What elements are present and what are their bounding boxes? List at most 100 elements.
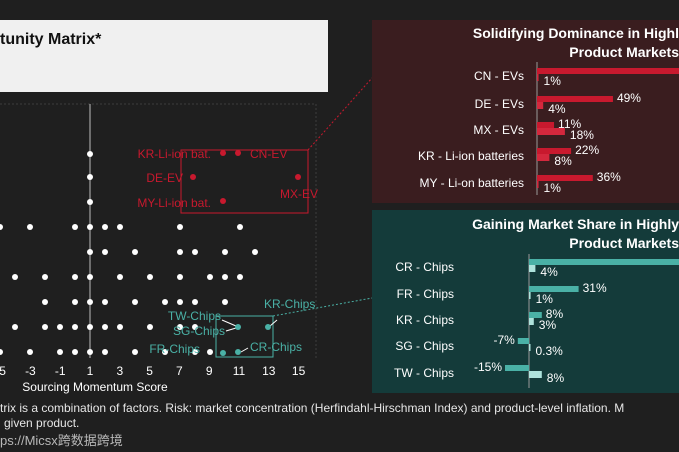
red-data-point — [220, 198, 226, 204]
data-point — [192, 349, 198, 355]
bar-series2-value-label: 8% — [547, 371, 565, 385]
data-point — [102, 224, 108, 230]
red-point-label: CN-EV — [250, 147, 287, 161]
market-share-title-line1: Gaining Market Share in Highly — [472, 216, 679, 232]
bar-series2-value-label: 4% — [540, 265, 558, 279]
data-point — [72, 274, 78, 280]
data-point — [87, 199, 93, 205]
teal-label-leader — [221, 319, 237, 327]
data-point — [237, 274, 243, 280]
data-point — [132, 299, 138, 305]
x-axis-title: Sourcing Momentum Score — [22, 380, 168, 394]
data-point — [177, 274, 183, 280]
teal-label-leader — [225, 327, 237, 332]
bar-series1 — [537, 96, 613, 102]
x-tick-label: 11 — [233, 364, 246, 378]
bar-series1 — [529, 312, 542, 318]
data-point — [57, 324, 63, 330]
data-point — [42, 324, 48, 330]
bar-series1-value-label: 8% — [546, 307, 564, 321]
bar-series2-value-label: 4% — [548, 102, 566, 116]
red-point-label: KR-Li-ion bat. — [138, 147, 211, 161]
category-label: DE - EVs — [475, 97, 524, 111]
data-point — [12, 324, 18, 330]
data-point — [117, 224, 123, 230]
data-point — [87, 274, 93, 280]
x-tick-label: 15 — [292, 364, 306, 378]
data-point — [162, 349, 168, 355]
data-point — [117, 274, 123, 280]
teal-data-point — [265, 324, 271, 330]
data-point — [102, 349, 108, 355]
x-tick-label: 1 — [87, 364, 94, 378]
data-point — [177, 249, 183, 255]
x-tick-label: -1 — [55, 364, 66, 378]
bar-series2-value-label: 3% — [539, 318, 557, 332]
red-point-label: MY-Li-ion bat. — [137, 196, 211, 210]
bar-series1-value-label: -15% — [474, 360, 502, 374]
data-point — [72, 299, 78, 305]
dominance-title-line2: Product Markets — [569, 44, 679, 60]
x-tick-label: 3 — [116, 364, 123, 378]
data-point — [207, 349, 213, 355]
x-tick-label: -5 — [0, 364, 6, 378]
data-point — [72, 349, 78, 355]
data-point — [87, 224, 93, 230]
bar-series2-value-label: 8% — [554, 154, 572, 168]
bar-series2-value-label: 1% — [544, 74, 562, 88]
teal-data-point — [235, 324, 241, 330]
dominance-title-line1: Solidifying Dominance in Highl — [472, 25, 679, 41]
data-point — [87, 174, 93, 180]
data-point — [72, 224, 78, 230]
bar-series1-value-label: 31% — [583, 281, 607, 295]
data-point — [12, 274, 18, 280]
data-point — [102, 324, 108, 330]
red-point-label: MX-EV — [280, 187, 318, 201]
data-point — [177, 299, 183, 305]
data-point — [192, 249, 198, 255]
market-share-bar-chart: CR - Chips 4%FR - Chips 31%1%KR - Chips 8%3… — [394, 254, 679, 388]
bar-series1 — [529, 259, 679, 265]
dominance-panel: Solidifying Dominance in Highl Product M… — [372, 20, 679, 203]
teal-point-label: KR-Chips — [264, 297, 315, 311]
data-point — [162, 299, 168, 305]
category-label: MX - EVs — [473, 123, 524, 137]
data-point — [0, 349, 3, 355]
data-point — [177, 324, 183, 330]
data-point — [72, 324, 78, 330]
watermark: ps://Micsx跨数据跨境 — [0, 433, 123, 448]
category-label: SG - Chips — [395, 339, 454, 353]
teal-point-label: TW-Chips — [168, 309, 221, 323]
teal-data-point — [220, 350, 226, 356]
data-point — [27, 349, 33, 355]
data-point — [87, 299, 93, 305]
teal-connector-line — [272, 297, 373, 317]
footnote: trix is a combination of factors. Risk: … — [0, 401, 624, 431]
data-point — [42, 299, 48, 305]
data-point — [87, 151, 93, 157]
bar-series2 — [537, 102, 544, 109]
bar-series2 — [537, 181, 539, 188]
category-label: KR - Chips — [396, 313, 454, 327]
red-point-label: DE-EV — [146, 171, 183, 185]
data-point — [132, 349, 138, 355]
teal-point-label: SG-Chips — [173, 324, 225, 338]
footnote-line1: trix is a combination of factors. Risk: … — [0, 401, 625, 415]
data-point — [237, 224, 243, 230]
bar-series1 — [529, 286, 579, 292]
bar-series1 — [537, 68, 679, 74]
data-point — [132, 249, 138, 255]
teal-point-label: CR-Chips — [250, 340, 302, 354]
teal-cluster-box — [215, 315, 274, 358]
data-point — [147, 324, 153, 330]
bar-series2 — [537, 154, 550, 161]
red-cluster-box — [180, 149, 309, 214]
bar-series1 — [505, 365, 529, 371]
data-point — [42, 274, 48, 280]
bar-series1-value-label: -7% — [493, 333, 515, 347]
bar-series2 — [529, 318, 534, 325]
dominance-bar-chart: CN - EVs 1% DE - EVs 49% 4% MX - EVs 11%18% KR … — [418, 62, 679, 195]
bar-series1-value-label: 11% — [558, 117, 581, 131]
data-point — [57, 349, 63, 355]
